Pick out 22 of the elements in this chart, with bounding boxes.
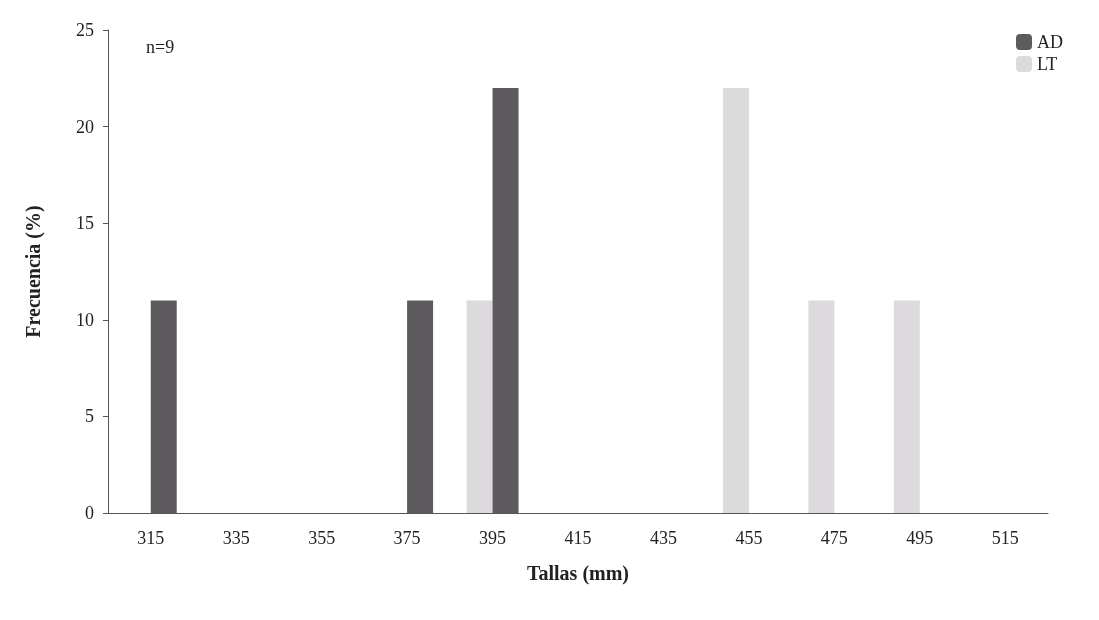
x-tick-label: 495 bbox=[906, 528, 934, 548]
x-tick-label: 395 bbox=[479, 528, 507, 548]
y-tick-label: 5 bbox=[85, 406, 94, 427]
y-tick-label: 0 bbox=[85, 503, 94, 523]
y-axis-title: Frecuencia (%) bbox=[22, 205, 45, 338]
y-tick-label: 25 bbox=[76, 20, 94, 40]
x-tick-label: 315 bbox=[137, 528, 165, 548]
legend-label: AD bbox=[1037, 32, 1063, 52]
legend-label: LT bbox=[1037, 54, 1058, 74]
y-tick-label: 15 bbox=[76, 213, 94, 234]
x-tick-label: 455 bbox=[735, 528, 763, 548]
x-axis-title: Tallas (mm) bbox=[526, 562, 630, 585]
x-tick-label: 415 bbox=[564, 528, 592, 548]
y-tick-label: 20 bbox=[76, 116, 94, 137]
x-tick-label: 475 bbox=[820, 528, 848, 548]
annotation: n=9 bbox=[146, 37, 175, 57]
x-tick-label: 375 bbox=[393, 528, 421, 548]
x-tick-label: 435 bbox=[649, 528, 677, 548]
y-tick-label: 10 bbox=[76, 309, 94, 330]
x-tick-label: 515 bbox=[991, 528, 1019, 548]
x-tick-label: 355 bbox=[308, 528, 336, 548]
x-tick-label: 335 bbox=[222, 528, 250, 548]
